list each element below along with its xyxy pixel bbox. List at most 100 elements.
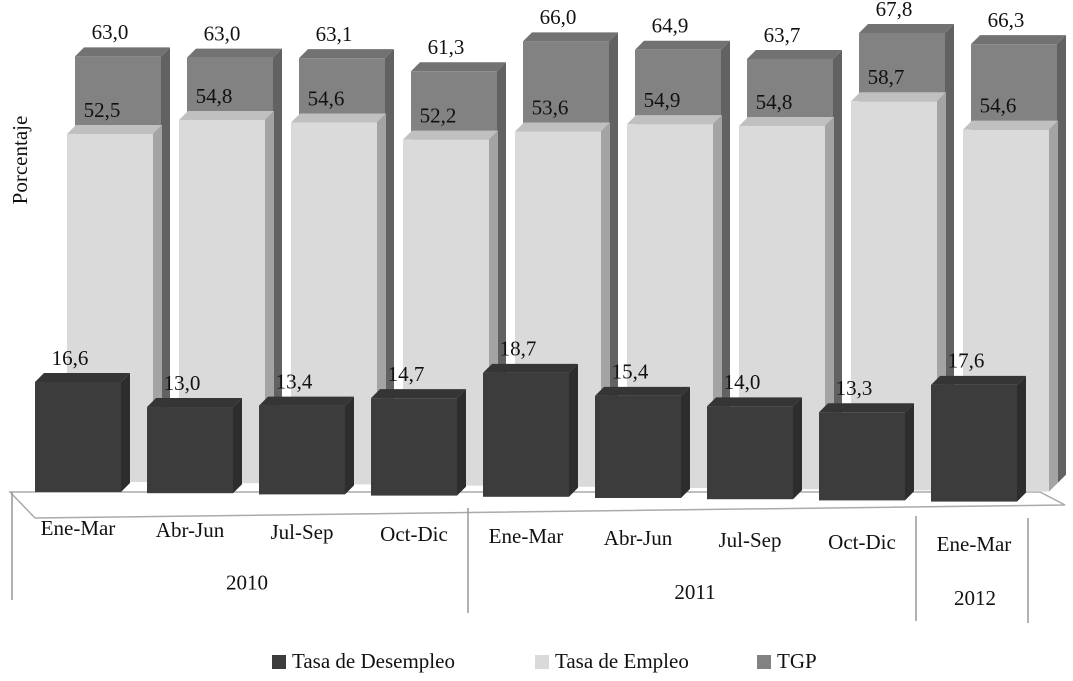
legend-swatch	[535, 655, 549, 669]
bar-side	[713, 115, 722, 488]
x-tick-label: Ene-Mar	[41, 516, 116, 540]
bar-top	[931, 375, 1026, 385]
bar-top	[147, 398, 242, 408]
group-label: 2010	[226, 571, 268, 595]
bar-top	[483, 363, 578, 373]
bar-side	[273, 48, 282, 476]
x-tick-label: Jul-Sep	[719, 528, 782, 552]
value-label: 63,7	[764, 23, 801, 47]
value-label: 58,7	[868, 65, 905, 89]
bar-top	[595, 386, 690, 396]
bar-side	[825, 116, 834, 490]
bar-top	[971, 35, 1066, 45]
value-label: 18,7	[500, 337, 537, 361]
bar-top	[819, 403, 914, 413]
bar	[707, 406, 793, 500]
bar-top	[739, 116, 834, 126]
bar-top	[67, 125, 162, 134]
bar-top	[403, 130, 498, 140]
bar-top	[75, 47, 170, 57]
bar-side	[233, 398, 242, 494]
value-label: 13,4	[276, 369, 313, 393]
x-tick-label: Ene-Mar	[489, 524, 564, 548]
bar-top	[707, 397, 802, 407]
x-tick-label: Oct-Dic	[828, 530, 896, 554]
x-tick-label: Ene-Mar	[937, 532, 1012, 556]
value-label: 66,3	[988, 8, 1025, 32]
value-label: 15,4	[612, 360, 649, 384]
bar-side	[265, 110, 274, 484]
bar-top	[35, 372, 130, 382]
legend-swatch	[757, 655, 771, 669]
value-label: 13,3	[836, 376, 873, 400]
y-axis-title: Porcentaje	[8, 116, 32, 205]
value-label: 52,2	[420, 103, 457, 127]
bar-top	[187, 48, 282, 58]
bar	[483, 372, 569, 497]
bar-side	[681, 386, 690, 498]
value-label: 64,9	[652, 14, 689, 38]
x-tick-label: Abr-Jun	[604, 526, 673, 550]
group-label: 2012	[954, 586, 996, 610]
bar-top	[179, 110, 274, 120]
bar-top	[259, 396, 354, 406]
value-label: 63,0	[204, 21, 241, 45]
bar	[371, 398, 457, 496]
bar	[819, 412, 905, 501]
value-label: 63,0	[92, 20, 129, 44]
bar-side	[1049, 120, 1058, 492]
bar	[595, 395, 681, 498]
value-label: 14,7	[388, 362, 425, 386]
bar-side	[161, 47, 170, 475]
bar-top	[291, 113, 386, 123]
value-label: 54,9	[644, 88, 681, 112]
value-label: 54,8	[756, 90, 793, 114]
value-label: 63,1	[316, 22, 353, 46]
bar-side	[833, 49, 842, 482]
floor	[8, 491, 1066, 519]
bar	[931, 384, 1017, 502]
bar-side	[385, 49, 394, 477]
legend-label: Tasa de Empleo	[555, 649, 689, 673]
bar	[35, 381, 121, 492]
value-label: 52,5	[84, 98, 121, 122]
bar-top	[635, 40, 730, 50]
bar-side	[609, 32, 618, 479]
bar-top	[411, 62, 506, 72]
legend-label: Tasa de Desempleo	[292, 649, 455, 673]
group-label: 2011	[674, 580, 715, 604]
bar-side	[1057, 35, 1066, 484]
bar-side	[457, 389, 466, 496]
legend-label: TGP	[777, 649, 817, 673]
x-tick-label: Jul-Sep	[271, 520, 334, 544]
value-label: 13,0	[164, 371, 201, 395]
bar-side	[945, 23, 954, 483]
bar-top	[371, 389, 466, 399]
value-label: 16,6	[52, 346, 89, 370]
value-label: 54,8	[196, 84, 233, 108]
value-label: 14,0	[724, 370, 761, 394]
bar-top	[859, 23, 954, 33]
legend-swatch	[272, 655, 286, 669]
bar-side	[721, 40, 730, 480]
value-label: 66,0	[540, 5, 577, 29]
bar-top	[963, 120, 1058, 130]
bar-side	[121, 372, 130, 492]
bar-side	[345, 396, 354, 495]
bar-side	[905, 403, 914, 501]
value-label: 54,6	[308, 86, 345, 110]
bar	[147, 407, 233, 494]
bar	[259, 405, 345, 495]
value-label: 61,3	[428, 35, 465, 59]
bar-top	[627, 115, 722, 125]
bar-top	[851, 92, 946, 102]
bar-side	[569, 363, 578, 497]
bar-side	[793, 397, 802, 500]
bar-top	[515, 122, 610, 132]
x-tick-label: Oct-Dic	[380, 522, 448, 546]
bar-side	[1017, 375, 1026, 502]
bar-top	[299, 49, 394, 59]
bar-top	[523, 32, 618, 42]
x-tick-label: Abr-Jun	[156, 518, 225, 542]
